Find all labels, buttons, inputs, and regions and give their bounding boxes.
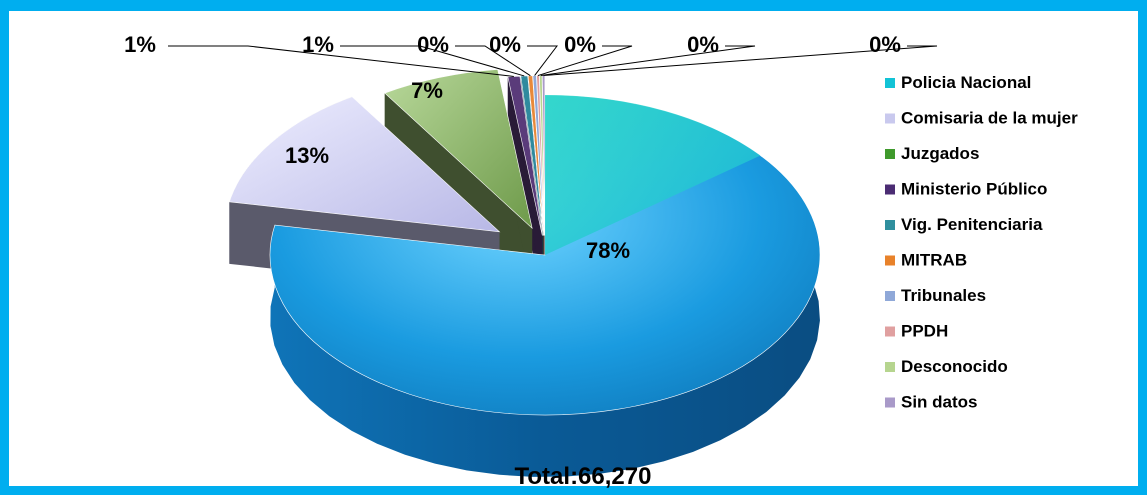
- legend-label-sin-datos: Sin datos: [901, 393, 978, 412]
- legend-label-vig-penitenciaria: Vig. Penitenciaria: [901, 215, 1043, 234]
- leader-ministerio-publico: [168, 45, 514, 77]
- legend: Policia Nacional Comisaria de la mujer Juz…: [885, 73, 1078, 412]
- slice-highlight: [545, 95, 761, 255]
- legend-label-juzgados: Juzgados: [901, 144, 979, 163]
- slice-label-tribunales: 0%: [489, 32, 521, 57]
- legend-label-policia-nacional: Policia Nacional: [901, 73, 1031, 92]
- leader-tribunales: [527, 45, 559, 76]
- legend-label-desconocido: Desconocido: [901, 357, 1008, 376]
- legend-swatch-ministerio-publico: [885, 184, 895, 195]
- leader-vig-penitenciaria: [340, 45, 525, 77]
- leader-desconocido: [540, 45, 756, 77]
- legend-label-tribunales: Tribunales: [901, 286, 986, 305]
- slice-juzgados: [384, 69, 533, 230]
- legend-swatch-tribunales: [885, 291, 895, 301]
- slice-label-mitrab: 0%: [417, 32, 449, 57]
- leader-mitrab: [455, 45, 531, 77]
- legend-swatch-policia-nacional: [885, 78, 895, 88]
- slice-label-desconocido: 0%: [687, 32, 719, 57]
- chart-subtitle: Total:66,270: [515, 463, 652, 490]
- slice-label-sin-datos: 0%: [869, 32, 901, 57]
- slice-labels: 78% 13% 7% 1% 1% 0% 0% 0% 0% 0%: [124, 32, 901, 263]
- slice-label-ministerio-publico: 1%: [124, 32, 156, 57]
- slice-vig-penitenciaria: [520, 75, 544, 236]
- leader-lines: [168, 45, 938, 77]
- legend-label-mitrab: MITRAB: [901, 251, 967, 270]
- slice-ministerio-publico: [507, 75, 543, 236]
- legend-swatch-vig-penitenciaria: [885, 220, 895, 230]
- legend-label-ministerio-publico: Ministerio Público: [901, 180, 1047, 199]
- legend-swatch-mitrab: [885, 255, 895, 266]
- legend-swatch-comisaria-de-la-mujer: [885, 113, 895, 124]
- slice-label-policia-nacional: 78%: [586, 238, 630, 263]
- slice-label-comisaria-de-la-mujer: 13%: [285, 143, 329, 168]
- legend-label-ppdh: PPDH: [901, 322, 948, 341]
- legend-swatch-desconocido: [885, 362, 895, 372]
- legend-swatch-sin-datos: [885, 397, 895, 408]
- leader-sin-datos: [543, 45, 938, 77]
- slice-label-juzgados: 7%: [411, 78, 443, 103]
- slice-label-ppdh: 0%: [564, 32, 596, 57]
- legend-swatch-ppdh: [885, 326, 895, 337]
- legend-label-comisaria-de-la-mujer: Comisaria de la mujer: [901, 109, 1078, 128]
- legend-swatch-juzgados: [885, 149, 895, 159]
- pie-slices: [228, 69, 821, 477]
- slice-comisaria-de-la-mujer: [228, 96, 501, 233]
- leader-ppdh: [537, 45, 633, 77]
- slice-wall-ministerio-publico-0: [507, 76, 543, 298]
- slice-label-vig-penitenciaria: 1%: [302, 32, 334, 57]
